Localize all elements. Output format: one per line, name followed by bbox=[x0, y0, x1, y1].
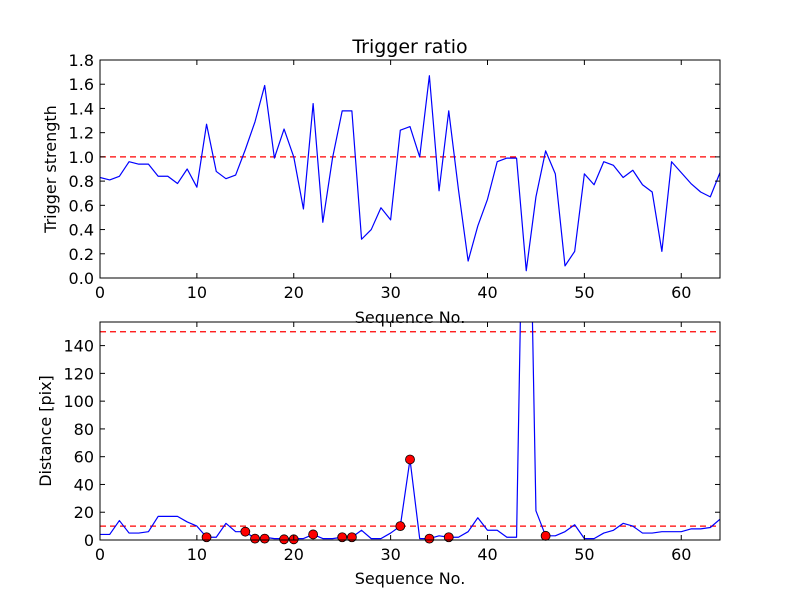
x-tick-label: 0 bbox=[95, 283, 105, 302]
distance-marker-point bbox=[424, 533, 435, 544]
bottom-x-axis-label: Sequence No. bbox=[355, 569, 466, 588]
bottom-y-axis-label: Distance [pix] bbox=[36, 375, 55, 487]
y-tick-label: 0.6 bbox=[69, 196, 94, 215]
y-tick-label: 0.4 bbox=[69, 221, 94, 240]
x-tick-label: 40 bbox=[477, 283, 497, 302]
x-tick-label: 60 bbox=[671, 545, 691, 564]
x-tick-label: 0 bbox=[95, 545, 105, 564]
y-tick-label: 0.8 bbox=[69, 172, 94, 191]
trigger-plot-area bbox=[100, 75, 720, 272]
distance-marker-point bbox=[308, 529, 319, 540]
distance-marker-point bbox=[405, 454, 415, 465]
x-tick-label: 10 bbox=[187, 545, 207, 564]
y-tick-label: 20 bbox=[74, 503, 94, 522]
y-tick-label: 1.6 bbox=[69, 75, 94, 94]
x-tick-label: 10 bbox=[187, 283, 207, 302]
y-tick-label: 0.0 bbox=[69, 269, 94, 288]
distance-panel: 0 10 20 30 40 50 60 0 20 40 60 80 100 120 140 bbox=[63, 321, 721, 564]
distance-marker-point bbox=[201, 532, 212, 543]
x-tick-label: 40 bbox=[477, 545, 497, 564]
x-tick-label: 60 bbox=[671, 283, 691, 302]
x-tick-label: 20 bbox=[284, 283, 304, 302]
top-x-axis-label: Sequence No. bbox=[355, 308, 466, 327]
y-tick-label: 1.2 bbox=[69, 124, 94, 143]
y-tick-label: 40 bbox=[74, 475, 94, 494]
y-tick-label: 60 bbox=[74, 448, 94, 467]
y-tick-label: 80 bbox=[74, 420, 94, 439]
trigger-series-line bbox=[100, 75, 720, 272]
y-tick-label: 100 bbox=[63, 392, 94, 411]
y-tick-label: 120 bbox=[63, 364, 94, 383]
trigger-ratio-panel: 0 10 20 30 40 50 60 0.0 0.2 0.4 0.6 0.8 1.0 1.2 1.4 1.6… bbox=[69, 51, 721, 302]
trigger-axes-frame bbox=[99, 59, 721, 279]
distance-marker-point bbox=[337, 532, 348, 543]
distance-marker-point bbox=[540, 530, 551, 541]
distance-marker-point bbox=[259, 533, 270, 544]
top-y-axis-label: Trigger strength bbox=[41, 105, 60, 234]
distance-marker-point bbox=[279, 534, 289, 545]
y-tick-label: 0 bbox=[84, 531, 94, 550]
distance-marker-point bbox=[240, 526, 251, 537]
y-tick-label: 1.0 bbox=[69, 148, 94, 167]
x-tick-label: 20 bbox=[284, 545, 304, 564]
y-tick-label: 140 bbox=[63, 337, 94, 356]
distance-marker-point bbox=[250, 533, 260, 544]
x-tick-label: 30 bbox=[380, 545, 400, 564]
distance-marker-point bbox=[443, 532, 454, 543]
x-tick-label: 50 bbox=[574, 545, 594, 564]
distance-axes-frame bbox=[99, 321, 721, 541]
y-tick-label: 1.4 bbox=[69, 99, 94, 118]
chart-title: Trigger ratio bbox=[351, 36, 467, 58]
distance-marker-point bbox=[395, 521, 406, 532]
y-tick-label: 1.8 bbox=[69, 51, 94, 70]
distance-marker-point bbox=[346, 532, 357, 543]
x-tick-label: 50 bbox=[574, 283, 594, 302]
x-tick-label: 30 bbox=[380, 283, 400, 302]
y-tick-label: 0.2 bbox=[69, 245, 94, 264]
